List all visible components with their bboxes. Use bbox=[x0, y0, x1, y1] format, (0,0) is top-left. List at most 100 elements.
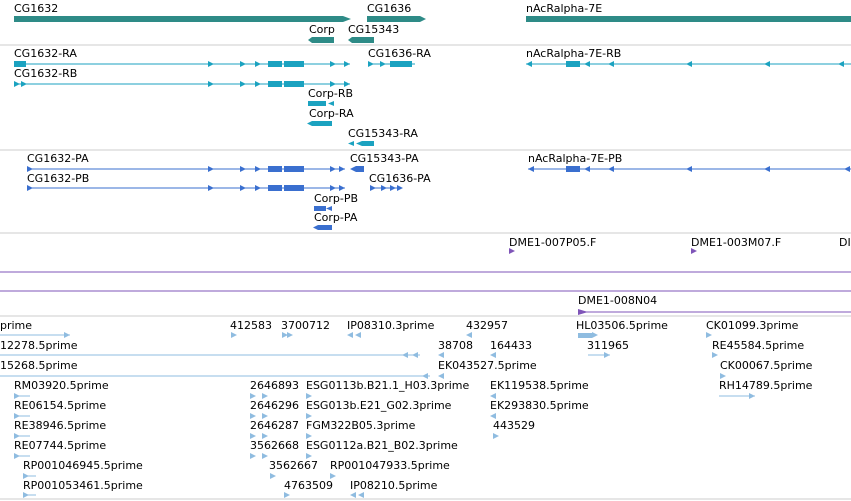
est-label[interactable]: 432957 bbox=[466, 319, 508, 332]
gene-label[interactable]: CG1632 bbox=[14, 2, 58, 15]
est-feature[interactable] bbox=[23, 473, 36, 479]
est-label[interactable]: 3562668 bbox=[250, 439, 299, 452]
est-label[interactable]: ESG0112a.B21_B02.3prime bbox=[306, 439, 458, 452]
est-label[interactable]: 3562667 bbox=[269, 459, 318, 472]
transcript-feature[interactable] bbox=[14, 81, 350, 87]
est-label[interactable]: RH14789.5prime bbox=[719, 379, 813, 392]
est-label[interactable]: 4763509 bbox=[284, 479, 333, 492]
est-feature[interactable] bbox=[14, 393, 30, 399]
est-label[interactable]: 3700712 bbox=[281, 319, 330, 332]
gene-feature[interactable] bbox=[348, 37, 374, 43]
transcript-label[interactable]: CG15343-RA bbox=[348, 127, 418, 140]
est-feature[interactable] bbox=[330, 473, 336, 479]
transcript-feature[interactable] bbox=[308, 101, 334, 106]
est-feature[interactable] bbox=[270, 473, 276, 479]
est-label[interactable]: IP08310.3prime bbox=[347, 319, 435, 332]
gene-label[interactable]: CG1636 bbox=[367, 2, 411, 15]
transcript-feature[interactable] bbox=[14, 61, 350, 67]
protein-feature[interactable] bbox=[528, 166, 851, 172]
est-feature[interactable] bbox=[438, 352, 444, 358]
est-label[interactable]: HL03506.5prime bbox=[576, 319, 668, 332]
protein-label[interactable]: CG15343-PA bbox=[350, 152, 419, 165]
est-label[interactable]: 164433 bbox=[490, 339, 532, 352]
protein-label[interactable]: CG1632-PB bbox=[27, 172, 89, 185]
transcript-label[interactable]: Corp-RB bbox=[308, 87, 353, 100]
est-label[interactable]: RP001047933.5prime bbox=[330, 459, 450, 472]
est-feature[interactable] bbox=[347, 332, 361, 338]
est-feature[interactable] bbox=[306, 433, 312, 439]
est-feature[interactable] bbox=[490, 393, 496, 399]
est-label[interactable]: EK043527.5prime bbox=[438, 359, 537, 372]
protein-feature[interactable] bbox=[27, 185, 345, 191]
transcript-feature[interactable] bbox=[348, 141, 374, 146]
est-feature[interactable] bbox=[719, 393, 755, 399]
est-label[interactable]: 38708 bbox=[438, 339, 473, 352]
est-label[interactable]: CK01099.3prime bbox=[706, 319, 799, 332]
gene-label[interactable]: CG15343 bbox=[348, 23, 399, 36]
est-feature[interactable] bbox=[493, 433, 499, 439]
protein-feature[interactable] bbox=[370, 185, 403, 191]
clone-label[interactable]: DI bbox=[839, 236, 851, 249]
gene-feature[interactable] bbox=[14, 16, 351, 22]
clone-label[interactable]: DME1-008N04 bbox=[578, 294, 657, 307]
protein-label[interactable]: nAcRalpha-7E-PB bbox=[528, 152, 622, 165]
est-label[interactable]: 15268.5prime bbox=[0, 359, 78, 372]
protein-label[interactable]: CG1632-PA bbox=[27, 152, 89, 165]
est-feature[interactable] bbox=[14, 453, 30, 459]
est-label[interactable]: prime bbox=[0, 319, 32, 332]
est-feature[interactable] bbox=[0, 332, 70, 338]
gene-feature[interactable] bbox=[367, 16, 426, 22]
est-label[interactable]: RP001046945.5prime bbox=[23, 459, 143, 472]
est-feature[interactable] bbox=[250, 413, 268, 419]
est-feature[interactable] bbox=[578, 332, 598, 338]
gene-label[interactable]: Corp bbox=[309, 23, 335, 36]
est-feature[interactable] bbox=[14, 413, 30, 419]
protein-feature[interactable] bbox=[27, 166, 345, 172]
protein-feature[interactable] bbox=[350, 166, 364, 172]
est-label[interactable]: 443529 bbox=[493, 419, 535, 432]
est-feature[interactable] bbox=[588, 352, 610, 358]
est-label[interactable]: ESG0113b.B21.1_H03.3prime bbox=[306, 379, 470, 392]
transcript-label[interactable]: CG1632-RB bbox=[14, 67, 77, 80]
est-label[interactable]: 12278.5prime bbox=[0, 339, 78, 352]
est-label[interactable]: CK00067.5prime bbox=[720, 359, 813, 372]
est-feature[interactable] bbox=[720, 373, 726, 379]
est-label[interactable]: IP08210.5prime bbox=[350, 479, 438, 492]
est-label[interactable]: 311965 bbox=[587, 339, 629, 352]
transcript-label[interactable]: CG1632-RA bbox=[14, 47, 77, 60]
est-label[interactable]: RP001053461.5prime bbox=[23, 479, 143, 492]
gene-feature[interactable] bbox=[308, 37, 334, 43]
est-feature[interactable] bbox=[712, 352, 718, 358]
transcript-label[interactable]: Corp-RA bbox=[309, 107, 354, 120]
est-feature[interactable] bbox=[23, 492, 36, 498]
est-label[interactable]: 412583 bbox=[230, 319, 272, 332]
est-feature[interactable] bbox=[706, 332, 712, 338]
est-feature[interactable] bbox=[306, 393, 312, 399]
est-label[interactable]: 2646893 bbox=[250, 379, 299, 392]
est-feature[interactable] bbox=[250, 433, 268, 439]
gene-feature[interactable] bbox=[526, 16, 851, 22]
est-label[interactable]: EK119538.5prime bbox=[490, 379, 589, 392]
est-feature[interactable] bbox=[250, 393, 268, 399]
est-feature[interactable] bbox=[14, 433, 30, 439]
est-feature[interactable] bbox=[231, 332, 237, 338]
est-feature[interactable] bbox=[250, 453, 268, 459]
est-label[interactable]: ESG013b.E21_G02.3prime bbox=[306, 399, 452, 412]
est-label[interactable]: RE06154.5prime bbox=[14, 399, 106, 412]
est-label[interactable]: RM03920.5prime bbox=[14, 379, 109, 392]
gene-label[interactable]: nAcRalpha-7E bbox=[526, 2, 602, 15]
transcript-feature[interactable] bbox=[307, 121, 332, 126]
est-feature[interactable] bbox=[438, 373, 444, 379]
est-feature[interactable] bbox=[350, 492, 364, 498]
est-feature[interactable] bbox=[490, 413, 496, 419]
protein-feature[interactable] bbox=[313, 225, 332, 230]
clone-label[interactable]: DME1-003M07.F bbox=[691, 236, 781, 249]
transcript-label[interactable]: nAcRalpha-7E-RB bbox=[526, 47, 621, 60]
clone-marker[interactable] bbox=[691, 248, 697, 254]
est-feature[interactable] bbox=[0, 352, 420, 358]
est-label[interactable]: RE38946.5prime bbox=[14, 419, 106, 432]
protein-label[interactable]: CG1636-PA bbox=[369, 172, 431, 185]
est-label[interactable]: 2646287 bbox=[250, 419, 299, 432]
est-feature[interactable] bbox=[282, 332, 293, 338]
est-label[interactable]: RE45584.5prime bbox=[712, 339, 804, 352]
